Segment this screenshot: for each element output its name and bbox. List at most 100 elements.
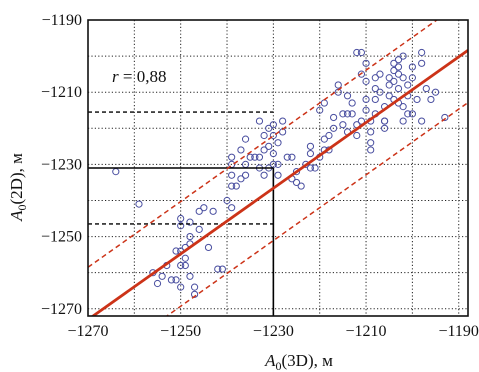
y-tick-label: −1250 (41, 229, 82, 246)
x-tick-label: −1230 (253, 323, 294, 340)
data-point (186, 232, 194, 241)
data-point (320, 135, 328, 143)
data-point (306, 164, 315, 172)
regression-line (90, 49, 468, 316)
data-point (339, 121, 347, 129)
data-point (153, 279, 162, 288)
data-point (367, 139, 375, 147)
confidence-band-line (165, 101, 468, 316)
data-point (357, 48, 366, 57)
data-point (292, 178, 301, 187)
data-point (269, 149, 277, 158)
data-point (353, 48, 361, 57)
data-point (306, 149, 315, 158)
x-axis-label-rest: (3D), м (282, 351, 334, 370)
data-point (422, 84, 430, 93)
data-point (385, 74, 393, 82)
data-point (413, 95, 421, 104)
data-point (390, 77, 398, 85)
x-tick-label: −1210 (346, 323, 387, 340)
data-point (195, 225, 203, 233)
data-point (334, 81, 342, 89)
data-point (408, 74, 416, 82)
data-point (190, 290, 199, 298)
data-point (274, 160, 282, 168)
data-point (228, 204, 236, 212)
data-point (135, 200, 143, 208)
data-point (316, 106, 324, 114)
data-point (269, 121, 277, 129)
data-point (348, 99, 356, 107)
data-point (274, 171, 282, 179)
data-point (237, 146, 245, 154)
data-point (190, 283, 199, 291)
data-point (241, 135, 250, 143)
data-point (260, 146, 268, 154)
data-point (353, 131, 361, 140)
data-point (371, 95, 379, 104)
x-axis-label-sub: 0 (276, 359, 282, 372)
data-point (408, 63, 416, 71)
data-point (195, 207, 203, 215)
data-point (177, 261, 185, 270)
data-point (330, 124, 338, 132)
data-point (399, 52, 407, 60)
data-point (399, 103, 407, 111)
data-point (186, 218, 194, 226)
data-point (177, 222, 185, 230)
y-axis-label-main: A (7, 210, 26, 222)
data-point (367, 128, 375, 136)
data-point (394, 70, 403, 78)
data-point (371, 84, 379, 93)
data-point (376, 70, 384, 78)
data-point (214, 265, 222, 273)
data-point (343, 110, 352, 118)
data-point (112, 168, 120, 176)
y-tick-label: −1210 (41, 84, 82, 101)
correlation-value: = 0,88 (119, 67, 167, 86)
data-point (385, 81, 393, 89)
y-tick-label: −1270 (41, 301, 82, 318)
correlation-symbol: r (112, 67, 119, 86)
data-point (200, 204, 208, 212)
data-point (390, 66, 398, 75)
data-point (228, 153, 236, 161)
data-point (204, 243, 213, 252)
y-axis-label: A0(2D), м (7, 153, 29, 222)
plot-area (88, 20, 468, 316)
data-point (283, 153, 291, 161)
y-tick-label: −1230 (41, 156, 82, 173)
y-axis-label-rest: (2D), м (7, 153, 26, 205)
data-point (260, 131, 268, 140)
x-tick-label: −1190 (439, 323, 479, 340)
data-point (279, 117, 287, 125)
data-point (241, 171, 250, 179)
data-point (311, 164, 319, 172)
data-point (172, 276, 180, 284)
data-point (181, 261, 189, 270)
data-point (265, 142, 273, 150)
data-point (218, 265, 226, 273)
data-point (394, 56, 403, 64)
data-point (320, 99, 328, 107)
data-point (246, 153, 254, 161)
confidence-band-line (88, 20, 439, 268)
data-point (348, 110, 356, 118)
data-point (376, 88, 384, 96)
data-point (177, 283, 185, 291)
y-axis-label-sub: 0 (15, 204, 29, 210)
data-point (228, 171, 236, 179)
data-point (371, 74, 379, 82)
correlation-annotation: r = 0,88 (112, 67, 166, 86)
data-point (237, 175, 245, 183)
data-point (394, 84, 403, 93)
data-point (167, 276, 176, 284)
data-point (427, 95, 435, 104)
data-point (228, 182, 236, 190)
data-point (408, 110, 416, 118)
x-axis-label-main: A (264, 351, 276, 370)
data-point (172, 247, 180, 255)
data-point (186, 272, 194, 280)
data-point (399, 74, 407, 82)
plot-frame (87, 19, 469, 317)
